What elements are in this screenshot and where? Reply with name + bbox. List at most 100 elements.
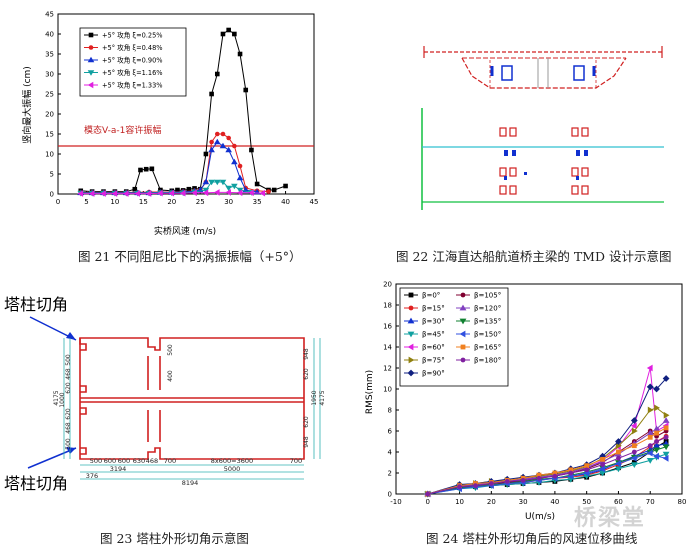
legend-marker (407, 343, 414, 351)
dim-label: 5000 (224, 465, 241, 473)
data-point (504, 479, 510, 484)
data-point (259, 189, 266, 197)
data-point (213, 189, 220, 196)
data-point (616, 442, 622, 450)
data-point (584, 463, 590, 469)
data-point (654, 439, 659, 444)
data-point (646, 458, 654, 464)
legend-marker (459, 330, 466, 338)
data-point (208, 146, 215, 153)
fig21-xlabel: 实桥风速 (m/s) (154, 225, 216, 237)
data-point (520, 477, 526, 483)
data-point (599, 470, 606, 477)
data-point (631, 443, 637, 449)
x-tick-label: 20 (487, 498, 496, 506)
data-point (214, 71, 220, 77)
y-tick-label: 14 (383, 344, 392, 352)
dim-label: 600 (118, 457, 130, 465)
data-point (231, 158, 238, 165)
dim-label: 948 (303, 436, 310, 448)
data-point (213, 179, 221, 186)
dim-label: 4175 (53, 390, 60, 405)
data-point (226, 27, 231, 33)
legend-marker (87, 56, 95, 63)
data-point (457, 484, 462, 490)
fig24-ylabel: RMS(mm) (365, 370, 375, 414)
series-12 (425, 434, 669, 497)
data-point (600, 462, 605, 467)
dim-label: 630 (133, 457, 145, 465)
x-tick-label: 70 (646, 498, 655, 506)
dim-label: 468 (65, 422, 72, 434)
data-point (149, 166, 155, 172)
fig21-chart: 0 5 10 15 20 25 30 35 40 45 0 5 10 15 20 25 30 35 40 45 +5°… (21, 11, 318, 238)
data-point (663, 411, 670, 419)
dim-label: 620 (65, 382, 72, 394)
data-point (630, 454, 637, 462)
dim-label: 468 (146, 457, 158, 465)
data-point (220, 131, 226, 137)
data-point (209, 91, 214, 97)
data-point (653, 425, 660, 432)
x-tick-label: 35 (253, 198, 262, 206)
data-point (568, 467, 574, 473)
y-tick-label: 6 (388, 428, 393, 436)
legend-marker (408, 305, 414, 311)
data-point (615, 460, 621, 467)
x-tick-label: 30 (224, 198, 233, 206)
data-point (266, 189, 271, 194)
y-tick-label: 25 (45, 91, 54, 99)
data-point (473, 483, 478, 488)
legend-label: +5° 攻角 ξ=1.33% (102, 81, 163, 90)
x-tick-label: 50 (582, 498, 591, 506)
series-line (427, 436, 667, 495)
data-point (157, 189, 163, 197)
data-point (202, 178, 210, 185)
data-point (213, 138, 221, 145)
data-point (283, 183, 288, 189)
dim-label: 500 (90, 457, 102, 465)
data-point (646, 429, 654, 436)
y-tick-label: 10 (383, 386, 392, 394)
y-tick-label: 35 (45, 51, 54, 59)
dim-label: 3194 (110, 465, 127, 473)
watermark: 桥梁堂 (574, 506, 647, 531)
y-tick-label: 12 (383, 365, 392, 373)
data-point (647, 434, 653, 440)
dim-label: 500 (167, 344, 174, 356)
data-point (168, 189, 175, 197)
data-point (143, 166, 149, 172)
y-tick-label: 0 (388, 491, 392, 499)
dim-label: 700 (164, 457, 176, 465)
series-line (427, 452, 667, 495)
data-point (552, 470, 558, 476)
figure-24: -10 0 10 20 30 40 50 60 70 80 0 2 4 6 8 10 12 14 16 18 20 β=… (360, 270, 692, 550)
x-tick-label: 10 (455, 498, 464, 506)
legend-label: +5° 攻角 ξ=0.48% (102, 43, 163, 52)
x-tick-label: 40 (550, 498, 559, 506)
data-point (202, 187, 210, 194)
series-line (427, 446, 667, 495)
data-point (225, 189, 231, 196)
legend-label: β=150° (474, 331, 501, 339)
figure-23: 塔柱切角 塔柱切角 500 (0, 270, 340, 550)
data-point (536, 472, 542, 478)
data-point (662, 451, 670, 458)
y-tick-label: 10 (45, 151, 54, 159)
series-line (427, 435, 667, 495)
data-point (552, 473, 558, 479)
y-tick-label: 0 (50, 191, 54, 199)
figure-21: 0 5 10 15 20 25 30 35 40 45 0 5 10 15 20 25 30 35 40 45 +5°… (0, 0, 340, 270)
fig23-label-top: 塔柱切角 (4, 295, 68, 314)
data-point (662, 444, 670, 451)
x-tick-label: 40 (281, 198, 290, 206)
x-tick-label: 80 (678, 498, 687, 506)
tower-section (79, 337, 305, 460)
data-point (662, 454, 669, 462)
data-point (237, 51, 243, 57)
data-point (175, 187, 180, 193)
data-point (236, 174, 244, 181)
data-point (219, 142, 227, 149)
legend-label: +5° 攻角 ξ=1.16% (102, 68, 163, 77)
